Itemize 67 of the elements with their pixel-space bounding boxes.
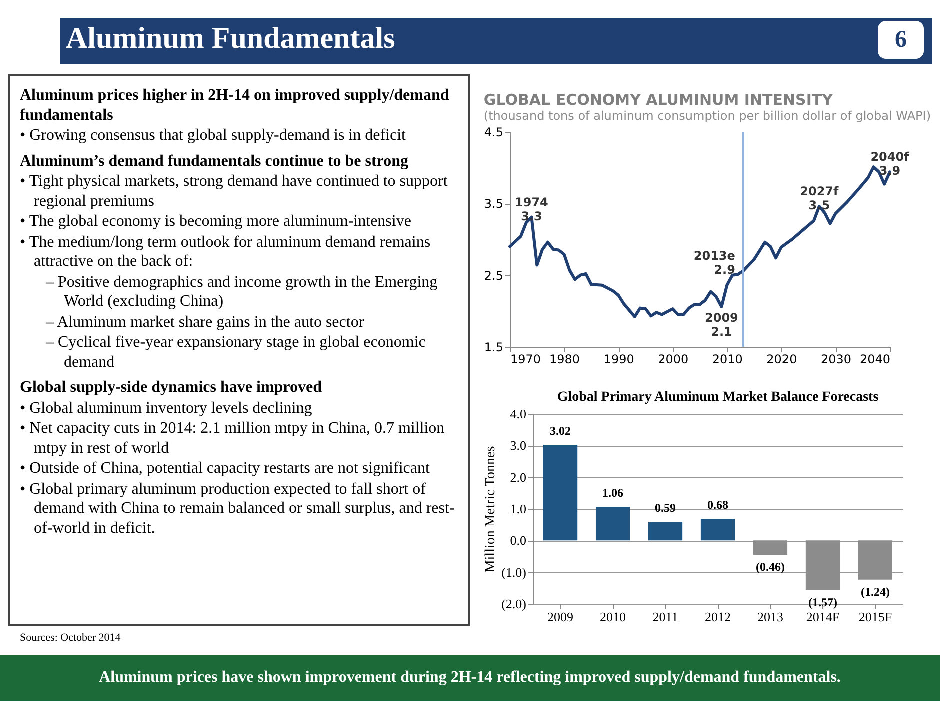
bar bbox=[543, 445, 578, 541]
text: – Aluminum market share gains in the auto sector bbox=[44, 312, 366, 332]
x-tick-label: 2013 bbox=[757, 610, 784, 624]
x-tick-label: 2014F bbox=[806, 610, 840, 624]
annotation: 2009 2.1 bbox=[705, 310, 738, 339]
text: • Growing consensus that global supply-demand is in deficit bbox=[20, 126, 407, 146]
text: – Positive demographics and income growth in the Emerging World (excluding China) bbox=[44, 272, 439, 312]
data-label: 1.06 bbox=[602, 486, 624, 500]
text: • Global primary aluminum production expected to fall short of demand with China to remain balanced or small surplus, and rest-of-world in deficit. bbox=[20, 480, 456, 538]
text: • Tight physical markets, strong demand have continued to support regional premiums bbox=[20, 172, 449, 212]
annotation: 2013e 2.9 bbox=[694, 249, 736, 278]
bar bbox=[858, 540, 893, 580]
x-tick-label: 2009 bbox=[548, 610, 574, 624]
x-tick-label: 2030 bbox=[820, 352, 852, 366]
chart-title: GLOBAL ECONOMY ALUMINUM INTENSITY bbox=[484, 91, 834, 109]
y-tick-label: 2.0 bbox=[510, 470, 526, 485]
x-tick-label: 2000 bbox=[658, 352, 689, 366]
text: Aluminum Fundamentals bbox=[66, 22, 396, 56]
annotation: 2040f 3.9 bbox=[870, 150, 910, 178]
y-tick-label: 4.5 bbox=[484, 126, 504, 140]
x-tick-label: 2010 bbox=[600, 610, 626, 624]
bar bbox=[596, 507, 630, 541]
data-label: 3.02 bbox=[550, 424, 572, 438]
text: • The medium/long term outlook for aluminum demand remains attractive on the back of: bbox=[20, 232, 432, 272]
text: Aluminum prices higher in 2H-14 on improved supply/demand fundamentals bbox=[20, 86, 450, 126]
y-tick-label: (2.0) bbox=[502, 596, 526, 612]
y-tick-label: 1.5 bbox=[484, 340, 504, 354]
annotation: 2027f 3.5 bbox=[800, 184, 840, 213]
x-tick-label: 1980 bbox=[550, 352, 580, 366]
data-label: (1.24) bbox=[860, 584, 890, 599]
x-tick-label: 2011 bbox=[652, 610, 678, 624]
data-label: 0.68 bbox=[708, 498, 728, 512]
y-tick-label: 2.5 bbox=[484, 268, 504, 283]
data-label: (0.46) bbox=[756, 560, 785, 574]
x-tick-label: 1970 bbox=[510, 352, 542, 366]
text: Global supply-side dynamics have improved bbox=[20, 378, 323, 398]
annotation: 1974 3.3 bbox=[515, 195, 548, 224]
x-tick-label: 2012 bbox=[705, 610, 731, 624]
y-axis-title: Million Metric Tonnes bbox=[484, 446, 499, 573]
data-label: (1.57) bbox=[808, 595, 838, 610]
x-tick-label: 1990 bbox=[604, 352, 634, 366]
bar bbox=[806, 540, 840, 590]
bar bbox=[700, 519, 736, 541]
chart-subtitle: (thousand tons of aluminum consumption per billion dollar of global WAPI) bbox=[484, 109, 932, 123]
y-tick-label: 1.0 bbox=[510, 502, 526, 516]
text: • Outside of China, potential capacity restarts are not significant bbox=[20, 459, 431, 479]
x-tick-label: 2015F bbox=[858, 610, 892, 624]
text: – Cyclical five-year expansionary stage in global economic demand bbox=[44, 333, 427, 372]
text: Aluminum prices have shown improvement during 2H-14 reflecting improved supply/demand fundamentals. bbox=[0, 655, 940, 701]
bar bbox=[648, 522, 683, 541]
text: Aluminum’s demand fundamentals continue to be strong bbox=[20, 152, 410, 172]
y-tick-label: (1.0) bbox=[502, 564, 526, 580]
text: • Net capacity cuts in 2014: 2.1 million mtpy in China, 0.7 million mtpy in rest of world bbox=[20, 419, 446, 458]
text: 6 bbox=[878, 21, 924, 59]
data-label: 0.59 bbox=[655, 500, 676, 515]
x-tick-label: 2010 bbox=[712, 352, 743, 366]
y-tick-label: 3.5 bbox=[484, 197, 504, 212]
y-tick-label: 0.0 bbox=[510, 533, 526, 548]
y-tick-label: 3.0 bbox=[510, 438, 526, 454]
source-note: Sources: October 2014 bbox=[20, 632, 121, 646]
y-tick-label: 4.0 bbox=[510, 406, 526, 422]
text: • The global economy is becoming more aluminum-intensive bbox=[20, 212, 412, 232]
chart-title: Global Primary Aluminum Market Balance Forecasts bbox=[557, 390, 880, 405]
x-tick-label: 2020 bbox=[766, 352, 798, 366]
x-tick-label: 2040 bbox=[860, 352, 890, 366]
text: • Global aluminum inventory levels declining bbox=[20, 398, 314, 418]
bar bbox=[753, 540, 788, 556]
